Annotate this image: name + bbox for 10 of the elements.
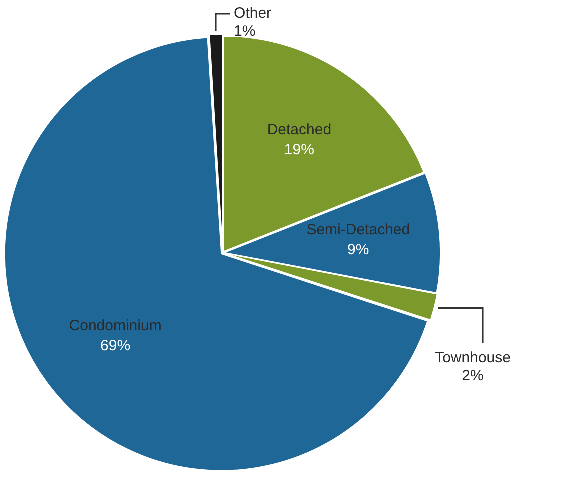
data-label: 9% [348,241,370,258]
slice-label: Townhouse [435,349,511,366]
data-label: 69% [100,337,131,354]
data-label: 1% [234,23,256,40]
slice-label: Condominium [69,317,162,334]
data-label: 2% [462,367,484,384]
data-label: 19% [284,142,314,159]
slice-label: Detached [267,122,332,139]
slice-label: Other [234,5,272,22]
slice-label: Semi-Detached [306,221,410,238]
